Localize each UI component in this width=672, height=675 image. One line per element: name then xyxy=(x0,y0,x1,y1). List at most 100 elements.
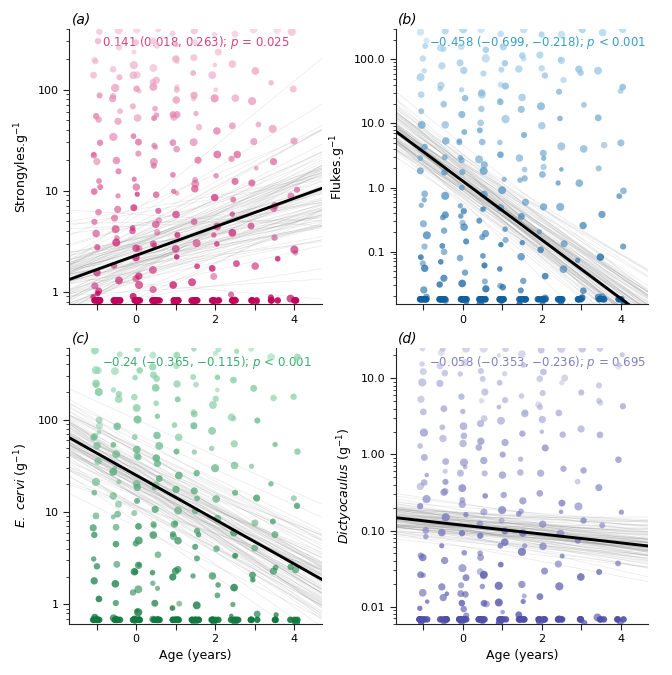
Point xyxy=(415,394,426,405)
Point xyxy=(233,614,244,625)
Point xyxy=(167,603,178,614)
Point xyxy=(439,152,450,163)
Point xyxy=(478,455,489,466)
Point xyxy=(270,562,281,573)
Point xyxy=(536,427,547,437)
Point xyxy=(536,244,546,255)
Point xyxy=(211,170,222,181)
Point xyxy=(171,39,181,50)
Point xyxy=(114,25,124,36)
Point xyxy=(226,289,237,300)
Point xyxy=(474,518,485,529)
Point xyxy=(574,178,585,188)
Point xyxy=(438,592,449,603)
Point xyxy=(129,508,140,518)
Point xyxy=(209,295,220,306)
Point xyxy=(516,104,527,115)
Point xyxy=(593,65,603,76)
Point xyxy=(499,174,509,185)
Point xyxy=(108,512,119,522)
Point xyxy=(173,432,184,443)
Point xyxy=(169,420,180,431)
Point xyxy=(148,82,159,92)
Point xyxy=(92,614,103,625)
Point xyxy=(593,380,604,391)
Point xyxy=(148,36,159,47)
Point xyxy=(152,458,163,469)
Point xyxy=(515,285,526,296)
Point xyxy=(247,96,257,107)
Point xyxy=(461,614,472,625)
Point xyxy=(420,294,431,304)
Point xyxy=(439,614,450,625)
Point xyxy=(187,614,198,625)
Point xyxy=(457,499,468,510)
Point xyxy=(290,295,301,306)
Point xyxy=(478,506,489,517)
Point xyxy=(515,454,526,464)
Point xyxy=(132,605,142,616)
Point xyxy=(212,385,222,396)
Point xyxy=(113,295,124,306)
Point xyxy=(459,294,470,304)
Point xyxy=(269,232,280,243)
Point xyxy=(476,103,487,114)
Point xyxy=(191,379,202,390)
Point xyxy=(127,223,138,234)
Point xyxy=(132,450,142,461)
Point xyxy=(517,528,528,539)
Point xyxy=(538,519,548,530)
Point xyxy=(92,295,103,306)
Point xyxy=(477,204,488,215)
Point xyxy=(230,92,241,103)
Point xyxy=(134,614,145,625)
Point xyxy=(573,255,583,266)
Point xyxy=(458,457,469,468)
Point xyxy=(419,285,429,296)
Point xyxy=(131,24,142,35)
Point xyxy=(519,541,530,551)
Point xyxy=(92,614,103,625)
Point xyxy=(213,47,224,57)
Point xyxy=(593,482,604,493)
Point xyxy=(480,294,491,304)
Point xyxy=(169,518,180,529)
Point xyxy=(93,176,104,186)
Point xyxy=(514,153,525,163)
Point xyxy=(228,413,239,424)
Point xyxy=(476,89,487,100)
Point xyxy=(517,547,528,558)
Point xyxy=(94,614,105,625)
Point xyxy=(415,603,425,614)
Point xyxy=(476,396,487,406)
Point xyxy=(290,564,301,575)
Point xyxy=(479,260,490,271)
Point xyxy=(190,618,200,628)
Point xyxy=(593,292,604,303)
Point xyxy=(92,288,103,299)
Point xyxy=(192,553,202,564)
Point xyxy=(213,344,224,354)
Point xyxy=(415,501,425,512)
Point xyxy=(189,37,200,48)
Point xyxy=(416,618,427,628)
Point xyxy=(534,50,545,61)
Point xyxy=(553,614,564,625)
Point xyxy=(521,294,532,304)
Point xyxy=(289,295,300,306)
Point xyxy=(437,581,448,592)
Point xyxy=(417,377,427,388)
Point xyxy=(149,614,159,625)
Point xyxy=(613,558,624,569)
Point xyxy=(92,614,103,625)
Text: −0.058 (−0.353, −0.236); $p$ = 0.695: −0.058 (−0.353, −0.236); $p$ = 0.695 xyxy=(429,354,646,371)
Point xyxy=(93,295,104,306)
Point xyxy=(88,149,99,160)
Point xyxy=(474,154,485,165)
Point xyxy=(592,612,603,623)
Point xyxy=(133,452,144,462)
Point xyxy=(228,583,239,593)
Point xyxy=(150,142,161,153)
Point xyxy=(171,446,182,457)
Text: (b): (b) xyxy=(398,12,418,26)
